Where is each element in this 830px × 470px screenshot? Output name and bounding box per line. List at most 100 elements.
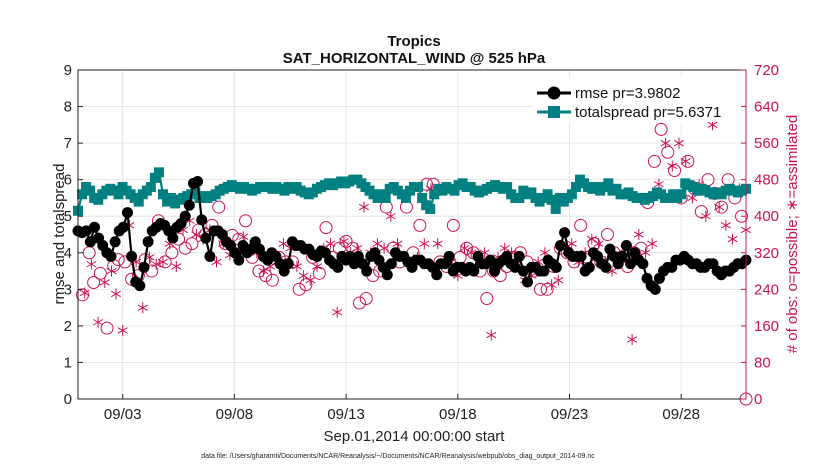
rmse-point <box>616 250 628 262</box>
rmse-point <box>559 227 571 239</box>
totalspread-point <box>603 178 614 189</box>
totalspread-point <box>113 189 124 200</box>
obs-assimilated-point <box>459 242 470 254</box>
obs-possible-point <box>319 221 333 235</box>
obs-assimilated-point <box>312 261 323 272</box>
obs-assimilated-point <box>278 238 289 250</box>
obs-assimilated-point <box>593 238 604 250</box>
obs-assimilated-point <box>379 242 390 254</box>
y-tick-label: 2 <box>64 318 72 335</box>
obs-possible-point <box>292 282 306 296</box>
y-tick-label: 7 <box>64 135 72 152</box>
rmse-point <box>431 269 443 281</box>
chart-title: Tropics <box>387 33 440 50</box>
totalspread-point <box>413 181 424 192</box>
obs-assimilated-point <box>714 201 725 213</box>
totalspread-point <box>153 167 164 178</box>
obs-assimilated-point <box>392 238 403 250</box>
obs-assimilated-point <box>647 238 658 250</box>
rmse-point <box>517 265 529 277</box>
rmse-point <box>554 239 566 251</box>
rmse-point <box>109 236 121 248</box>
legend: rmse pr=3.9802 totalspread pr=5.6371 <box>533 78 741 122</box>
obs-assimilated-point <box>93 316 104 328</box>
obs-assimilated-point <box>298 270 309 282</box>
obs-assimilated-point <box>151 258 162 270</box>
obs-possible-point <box>647 154 661 168</box>
rmse-point <box>200 232 212 244</box>
totalspread-point <box>514 192 525 203</box>
totalspread-point <box>85 185 96 196</box>
obs-assimilated-point <box>325 238 336 250</box>
rmse-point <box>550 261 562 273</box>
totalspread-point <box>158 189 169 200</box>
obs-assimilated-point <box>660 137 671 149</box>
obs-possible-point <box>239 214 253 228</box>
obs-possible-point <box>413 218 427 232</box>
y-right-tick-label: 560 <box>754 135 779 152</box>
totalspread-point <box>526 187 537 198</box>
obs-possible-point <box>265 273 279 287</box>
x-tick-label: 09/03 <box>104 406 142 423</box>
obs-assimilated-point <box>486 329 497 341</box>
obs-assimilated-point <box>157 256 168 268</box>
obs-possible-point <box>87 275 101 289</box>
obs-possible-point <box>118 255 132 269</box>
obs-possible-point <box>359 291 373 305</box>
legend-totalspread-marker <box>548 106 560 118</box>
obs-possible-point <box>735 209 749 223</box>
obs-assimilated-point <box>258 265 269 277</box>
y-tick-label: 4 <box>64 245 72 262</box>
totalspread-point <box>676 189 687 200</box>
rmse-point <box>468 265 480 277</box>
totalspread-point <box>133 196 144 207</box>
y-tick-label: 0 <box>64 391 72 408</box>
totalspread-point <box>502 181 513 192</box>
totalspread-point <box>425 203 436 214</box>
rmse-point <box>117 221 129 233</box>
y-right-tick-label: 80 <box>754 354 771 371</box>
rmse-point <box>204 250 216 262</box>
totalspread-point <box>566 189 577 200</box>
rmse-point <box>88 221 100 233</box>
x-tick-label: 09/13 <box>327 406 365 423</box>
rmse-point <box>513 250 525 262</box>
rmse-point <box>179 210 191 222</box>
obs-assimilated-point <box>553 274 564 286</box>
rmse-point <box>233 254 245 266</box>
totalspread-point <box>400 192 411 203</box>
rmse-point <box>84 236 96 248</box>
rmse-point <box>192 175 204 187</box>
rmse-point <box>620 239 632 251</box>
obs-assimilated-point <box>171 261 182 272</box>
obs-assimilated-point <box>291 261 302 272</box>
x-axis: 09/03 09/08 09/13 09/18 09/23 09/28 <box>104 394 700 423</box>
rmse-point <box>509 261 521 273</box>
obs-assimilated-point <box>680 155 691 167</box>
rmse-point <box>443 250 455 262</box>
obs-possible-point <box>446 218 460 232</box>
y-tick-label: 1 <box>64 354 72 371</box>
rmse-point <box>637 258 649 270</box>
obs-assimilated-point <box>627 334 638 346</box>
obs-possible-point <box>339 234 353 248</box>
y-tick-label: 3 <box>64 281 72 298</box>
totalspread-point <box>611 183 622 194</box>
rmse-point <box>142 236 154 248</box>
obs-assimilated-point <box>700 210 711 222</box>
rmse-point <box>138 261 150 273</box>
y-tick-label: 9 <box>64 62 72 79</box>
obs-possible-point <box>480 291 494 305</box>
rmse-point <box>625 258 637 270</box>
obs-assimilated-point <box>673 137 684 149</box>
chart-subtitle: SAT_HORIZONTAL_WIND @ 525 hPa <box>283 50 546 67</box>
obs-assimilated-point <box>305 274 316 286</box>
x-tick-label: 09/28 <box>662 406 700 423</box>
y-right-tick-label: 0 <box>754 391 762 408</box>
y-right-tick-label: 480 <box>754 172 779 189</box>
totalspread-point <box>417 192 428 203</box>
obs-possible-point <box>165 246 179 260</box>
obs-possible-point <box>352 296 366 310</box>
y-axis-left: 0 1 2 3 4 5 6 7 8 9 <box>64 62 83 408</box>
rmse-point <box>484 254 496 266</box>
